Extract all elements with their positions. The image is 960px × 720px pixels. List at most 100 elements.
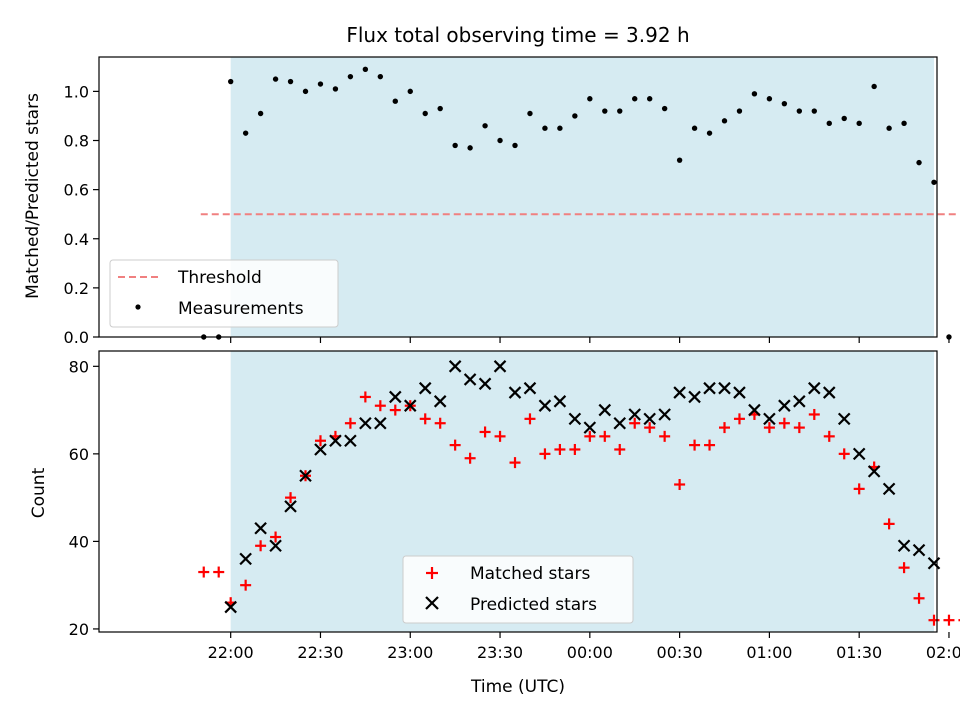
matched-point <box>614 443 626 455</box>
top-ytick-label: 1.0 <box>64 82 89 101</box>
measurement-point <box>766 96 773 102</box>
predicted-point-b <box>598 403 612 417</box>
matched-point <box>733 413 745 425</box>
measurement-point <box>676 157 683 163</box>
legend-threshold-label: Threshold <box>177 268 262 288</box>
predicted-point-b <box>852 447 866 461</box>
top-ytick-label: 0.8 <box>64 132 89 151</box>
predicted-point <box>658 408 671 421</box>
x-axis-label: Time (UTC) <box>470 677 565 697</box>
predicted-point-b <box>628 408 641 421</box>
measurement-point <box>661 105 668 112</box>
predicted-point-b <box>448 360 462 373</box>
measurement-point <box>916 159 922 166</box>
measurement-point <box>452 142 458 149</box>
xtick-label: 22:00 <box>208 643 254 662</box>
matched-point <box>704 439 716 451</box>
matched-point <box>823 430 835 442</box>
measurement-point <box>257 110 264 117</box>
matched-point <box>359 391 371 403</box>
measurement-point <box>482 123 488 129</box>
predicted-point-b <box>808 381 821 395</box>
predicted-point <box>793 395 806 408</box>
predicted-point <box>568 412 582 426</box>
measurement-point <box>302 88 309 95</box>
measurement-point <box>706 130 713 136</box>
measurement-point <box>751 91 758 97</box>
xtick-label: 00:00 <box>567 643 613 662</box>
predicted-point-b <box>433 395 447 408</box>
measurement-point <box>392 98 398 104</box>
predicted-point <box>314 443 327 456</box>
matched-point <box>419 413 431 425</box>
top-legend-box <box>109 259 339 328</box>
predicted-point-b <box>897 539 911 553</box>
measurement-point <box>826 120 832 127</box>
predicted-point-b <box>703 381 716 395</box>
predicted-point <box>718 381 731 395</box>
predicted-point <box>448 360 462 373</box>
predicted-point-b <box>673 386 686 399</box>
matched-point <box>943 614 955 626</box>
matched-point <box>509 457 521 469</box>
predicted-point <box>867 465 881 478</box>
xtick-label: 01:30 <box>836 643 882 662</box>
predicted-point-b <box>418 381 432 395</box>
matched-point <box>524 413 536 425</box>
predicted-point-b <box>314 443 327 456</box>
predicted-point <box>224 600 237 614</box>
predicted-point-b <box>568 412 582 426</box>
predicted-point <box>359 416 372 430</box>
bottom-ytick-label: 20 <box>69 620 89 639</box>
predicted-point-b <box>493 360 507 373</box>
bottom-axes-frame <box>98 350 938 633</box>
predicted-point-b <box>763 412 776 426</box>
measurement-point <box>931 179 937 185</box>
predicted-point <box>344 434 357 448</box>
predicted-point-b <box>523 381 537 395</box>
matched-point <box>198 566 210 578</box>
predicted-point <box>748 403 761 417</box>
predicted-point <box>733 386 746 399</box>
matched-point <box>689 439 701 451</box>
matched-point <box>659 430 671 442</box>
xtick-label: 02:00 <box>926 643 960 662</box>
xtick-label: 01:00 <box>746 643 792 662</box>
bottom-ylabel: Count <box>29 467 49 518</box>
measurement-point <box>422 110 428 117</box>
predicted-point-b <box>344 434 357 448</box>
legend-matched-swatch <box>426 567 438 579</box>
predicted-point <box>538 399 552 412</box>
predicted-point <box>284 500 297 513</box>
matched-point <box>314 435 326 447</box>
predicted-point-b <box>284 500 297 513</box>
matched-point <box>344 417 356 429</box>
predicted-point-b <box>553 395 567 408</box>
measurement-point <box>287 78 294 85</box>
measurement-point <box>512 142 518 149</box>
predicted-point-b <box>822 386 836 399</box>
matched-point <box>898 562 910 574</box>
predicted-point <box>478 377 492 391</box>
legend-predicted-swatch <box>425 596 439 610</box>
predicted-point <box>433 395 447 408</box>
predicted-point <box>778 399 791 412</box>
measurement-point <box>347 73 354 80</box>
measurement-point <box>362 66 369 72</box>
matched-point <box>464 452 476 464</box>
predicted-point-b <box>837 412 851 426</box>
matched-point <box>928 614 940 626</box>
matched-point <box>554 443 566 455</box>
predicted-point-b <box>374 416 387 430</box>
xtick-label: 23:00 <box>387 643 433 662</box>
legend-measurements-swatch <box>135 304 141 310</box>
measurement-point <box>632 96 638 102</box>
predicted-point <box>628 408 641 421</box>
predicted-point <box>418 381 432 395</box>
matched-point <box>644 422 656 434</box>
measurement-point <box>437 105 443 112</box>
measurement-point <box>557 125 563 131</box>
measurement-point <box>901 120 907 127</box>
predicted-point <box>763 412 776 426</box>
predicted-point <box>673 386 686 399</box>
